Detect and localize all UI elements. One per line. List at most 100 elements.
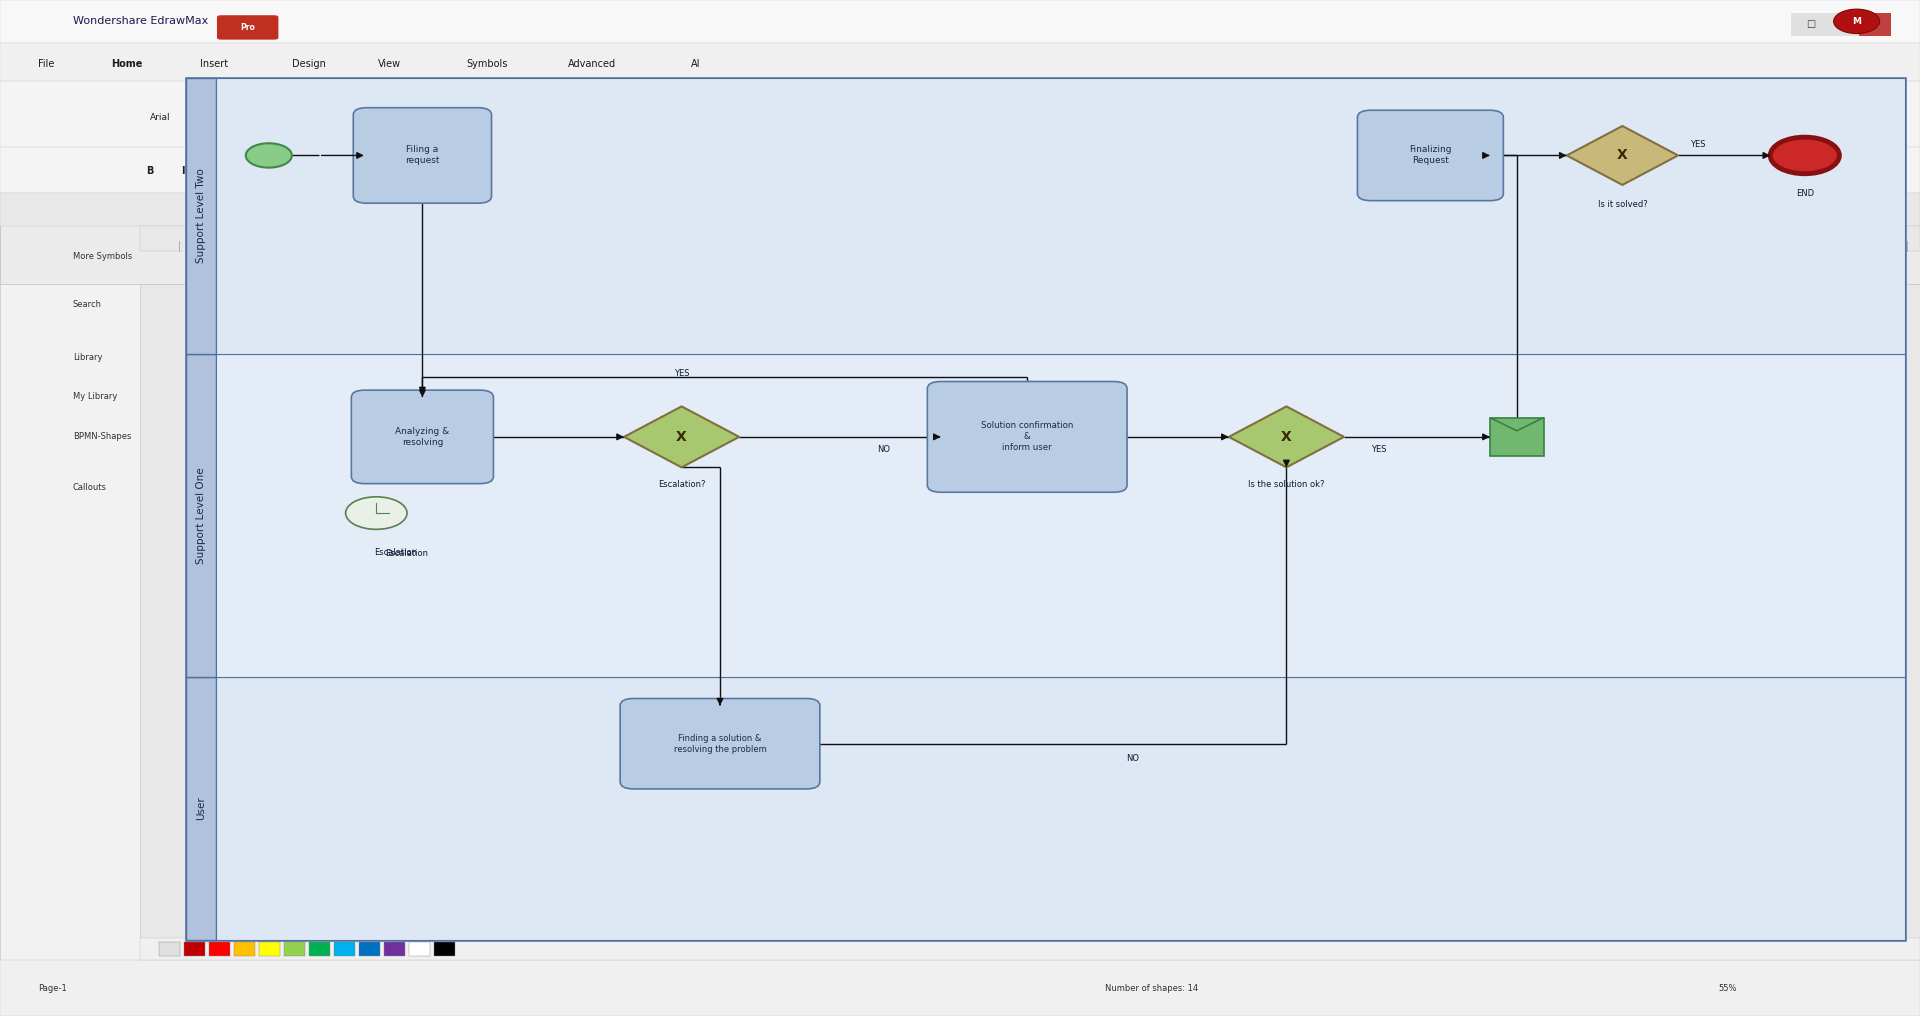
FancyBboxPatch shape — [140, 226, 1920, 251]
Text: My Library: My Library — [73, 392, 117, 400]
Text: 12: 12 — [221, 114, 232, 122]
Text: BPMN Diagra...: BPMN Diagra... — [682, 206, 758, 214]
Text: B: B — [146, 166, 154, 176]
Text: Solution confirmation
&
inform user: Solution confirmation & inform user — [981, 422, 1073, 452]
FancyBboxPatch shape — [184, 942, 205, 956]
Text: Finding a solution &
resolving the problem: Finding a solution & resolving the probl… — [674, 734, 766, 754]
Polygon shape — [1229, 406, 1344, 467]
Text: X: X — [676, 430, 687, 444]
Text: Pro: Pro — [240, 23, 255, 31]
Text: Insert: Insert — [200, 59, 228, 69]
FancyBboxPatch shape — [927, 382, 1127, 493]
Text: ─: ─ — [1839, 19, 1847, 29]
FancyBboxPatch shape — [140, 938, 1920, 960]
FancyBboxPatch shape — [0, 193, 1920, 226]
FancyBboxPatch shape — [234, 942, 255, 956]
FancyBboxPatch shape — [186, 677, 215, 940]
Circle shape — [415, 206, 430, 214]
Text: Escalation?: Escalation? — [659, 480, 705, 489]
Text: Finalizing
Request: Finalizing Request — [1409, 145, 1452, 166]
FancyBboxPatch shape — [209, 942, 230, 956]
Text: Escalation: Escalation — [386, 550, 428, 558]
Text: AI: AI — [691, 59, 701, 69]
FancyBboxPatch shape — [1490, 418, 1544, 456]
Text: Symbols: Symbols — [467, 59, 509, 69]
FancyBboxPatch shape — [0, 81, 1920, 147]
FancyBboxPatch shape — [1824, 13, 1859, 36]
FancyBboxPatch shape — [409, 942, 430, 956]
FancyBboxPatch shape — [353, 108, 492, 203]
Text: NO: NO — [877, 445, 889, 453]
FancyBboxPatch shape — [359, 942, 380, 956]
FancyBboxPatch shape — [215, 677, 1905, 940]
Text: Wondershare EdrawMax: Wondershare EdrawMax — [73, 16, 207, 26]
FancyBboxPatch shape — [0, 147, 1920, 193]
FancyBboxPatch shape — [0, 0, 1920, 43]
Polygon shape — [624, 406, 739, 467]
Text: M: M — [1853, 17, 1860, 25]
Text: Simple Flowcha...: Simple Flowcha... — [296, 206, 376, 214]
Text: Escalation: Escalation — [374, 548, 417, 557]
FancyBboxPatch shape — [215, 78, 1905, 354]
Text: Design: Design — [292, 59, 326, 69]
Text: Is the solution ok?: Is the solution ok? — [1248, 480, 1325, 489]
Circle shape — [1770, 137, 1839, 174]
Text: Support Level Two: Support Level Two — [196, 169, 205, 263]
Text: NO: NO — [1127, 755, 1139, 763]
Text: Page-1: Page-1 — [38, 985, 67, 993]
Text: YES: YES — [1371, 445, 1386, 453]
FancyBboxPatch shape — [434, 942, 455, 956]
Text: YES: YES — [1690, 140, 1705, 148]
Text: Callouts: Callouts — [73, 484, 108, 492]
FancyBboxPatch shape — [186, 78, 215, 354]
Text: Filing a
request: Filing a request — [405, 145, 440, 166]
Text: Analyzing &
resolving: Analyzing & resolving — [396, 427, 449, 447]
FancyBboxPatch shape — [259, 942, 280, 956]
FancyBboxPatch shape — [1791, 13, 1826, 36]
Text: User: User — [196, 797, 205, 820]
FancyBboxPatch shape — [334, 942, 355, 956]
Text: Is it solved?: Is it solved? — [1597, 200, 1647, 209]
FancyBboxPatch shape — [351, 390, 493, 484]
Text: Search: Search — [73, 301, 102, 309]
Circle shape — [346, 497, 407, 529]
Text: BPMN-Shapes: BPMN-Shapes — [73, 433, 131, 441]
Text: YES: YES — [674, 370, 689, 378]
Text: X: X — [1617, 148, 1628, 163]
FancyBboxPatch shape — [186, 78, 1905, 940]
FancyBboxPatch shape — [620, 699, 820, 788]
Text: □: □ — [1807, 19, 1814, 29]
FancyBboxPatch shape — [384, 942, 405, 956]
Text: 55%: 55% — [1718, 985, 1738, 993]
Text: END: END — [1795, 189, 1814, 198]
FancyBboxPatch shape — [186, 354, 215, 677]
Text: Home: Home — [111, 59, 142, 69]
Text: Arial: Arial — [150, 114, 171, 122]
FancyBboxPatch shape — [0, 960, 1920, 1016]
Circle shape — [1834, 9, 1880, 34]
Text: Support Level One: Support Level One — [196, 467, 205, 564]
FancyBboxPatch shape — [217, 15, 278, 40]
FancyBboxPatch shape — [1857, 13, 1891, 36]
FancyBboxPatch shape — [0, 43, 1920, 81]
FancyBboxPatch shape — [309, 942, 330, 956]
FancyBboxPatch shape — [0, 0, 1920, 284]
Text: Library: Library — [73, 354, 102, 362]
Text: I: I — [180, 166, 184, 176]
Text: U: U — [211, 166, 219, 176]
Circle shape — [616, 206, 632, 214]
Text: More Symbols: More Symbols — [73, 252, 132, 260]
Text: X: X — [1281, 430, 1292, 444]
Text: Gantt Chart: Gantt Chart — [511, 206, 564, 214]
Polygon shape — [1567, 126, 1678, 185]
Circle shape — [246, 143, 292, 168]
FancyBboxPatch shape — [159, 942, 180, 956]
FancyBboxPatch shape — [215, 354, 1905, 677]
Text: Advanced: Advanced — [568, 59, 616, 69]
Text: View: View — [378, 59, 401, 69]
Text: Number of shapes: 14: Number of shapes: 14 — [1106, 985, 1198, 993]
FancyBboxPatch shape — [284, 942, 305, 956]
Text: File: File — [38, 59, 56, 69]
Text: ×: × — [1872, 19, 1880, 29]
FancyBboxPatch shape — [1357, 111, 1503, 201]
